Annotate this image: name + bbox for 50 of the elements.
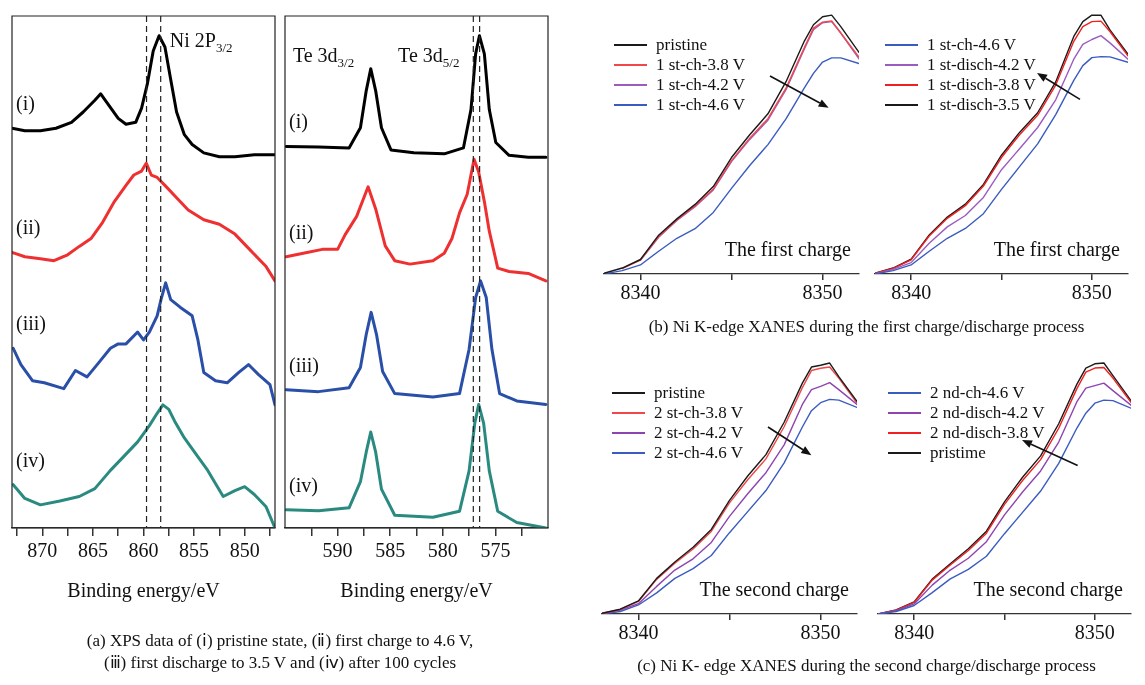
x-tick-label: 860 <box>128 539 159 562</box>
x-tick-label: 8350 <box>802 281 843 304</box>
legend-label: 1 st-disch-3.5 V <box>927 95 1037 114</box>
x-tick-label: 8350 <box>1074 621 1115 644</box>
legend-label: pristime <box>930 443 986 462</box>
x-tick-label: 8340 <box>891 281 932 304</box>
series-label: (ii) <box>16 216 41 240</box>
annotation: The second charge <box>973 578 1124 601</box>
legend-label: 1 st-ch-4.6 V <box>656 95 746 114</box>
legend-label: 2 nd-disch-3.8 V <box>930 423 1046 442</box>
series-label: (i) <box>289 110 308 134</box>
text: (c) Ni K- edge XANES during the second charge/discharge process <box>636 655 1097 677</box>
legend-label: 2 nd-ch-4.6 V <box>930 383 1026 402</box>
legend-label: 2 st-ch-3.8 V <box>654 403 744 422</box>
legend-label: 1 st-ch-3.8 V <box>656 55 746 74</box>
x-tick-label: 8350 <box>1071 281 1112 304</box>
x-axis-title: Binding energy/eV <box>67 579 221 603</box>
legend-label: 1 st-ch-4.6 V <box>927 35 1017 54</box>
x-tick-label: 855 <box>179 539 210 562</box>
x-tick-label: 8340 <box>894 621 935 644</box>
x-tick-label: 865 <box>77 539 108 562</box>
annotation: The first charge <box>993 238 1121 261</box>
legend-label: 2 nd-disch-4.2 V <box>930 403 1046 422</box>
legend-label: 1 st-disch-3.8 V <box>927 75 1037 94</box>
text: (a) XPS data of (ⅰ) pristine state, (ⅱ) first charge to 4.6 V, (ⅲ) first discharge to 3.5 V and (ⅳ) after 100 cycles <box>85 630 475 674</box>
x-tick-label: 870 <box>27 539 58 562</box>
legend-label: pristine <box>654 383 705 402</box>
x-tick-label: 590 <box>322 539 353 562</box>
x-tick-label: 850 <box>229 539 260 562</box>
series-label: (iii) <box>16 312 46 336</box>
series-label: (i) <box>16 92 35 116</box>
series-label: (iv) <box>289 473 318 497</box>
x-tick-label: 580 <box>427 539 458 562</box>
x-tick-label: 585 <box>375 539 406 562</box>
legend-label: 2 st-ch-4.2 V <box>654 423 744 442</box>
legend-label: pristine <box>656 35 707 54</box>
legend-label: 1 st-ch-4.2 V <box>656 75 746 94</box>
legend-label: 2 st-ch-4.6 V <box>654 443 744 462</box>
x-tick-label: 8340 <box>620 281 661 304</box>
x-axis-title: Binding energy/eV <box>340 579 494 603</box>
x-tick-label: 575 <box>480 539 511 562</box>
series-label: (iii) <box>289 353 319 377</box>
legend-label: 1 st-disch-4.2 V <box>927 55 1037 74</box>
series-label: (ii) <box>289 220 314 244</box>
x-tick-label: 8340 <box>618 621 659 644</box>
annotation: The first charge <box>724 238 852 261</box>
text: (b) Ni K-edge XANES during the first charge/discharge process <box>647 316 1086 338</box>
x-tick-label: 8350 <box>800 621 841 644</box>
annotation: The second charge <box>699 578 850 601</box>
series-label: (iv) <box>16 448 45 472</box>
